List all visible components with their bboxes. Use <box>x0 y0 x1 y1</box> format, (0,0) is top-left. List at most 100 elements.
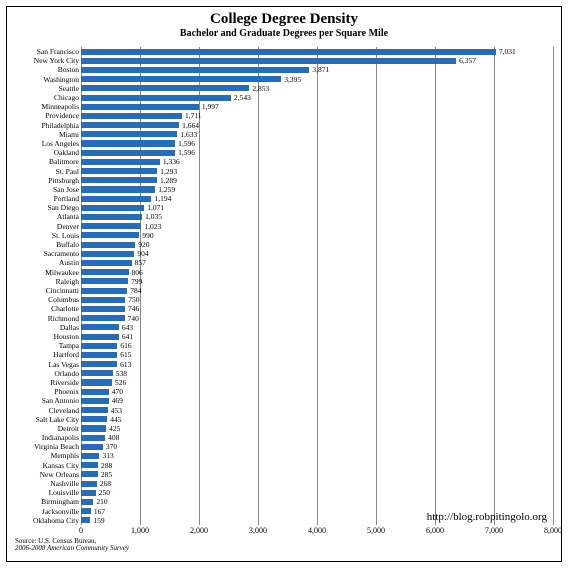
value-label: 740 <box>125 314 139 323</box>
bar <box>81 352 117 358</box>
value-label: 1,293 <box>157 167 177 176</box>
bar <box>81 76 281 82</box>
source-link[interactable]: http://blog.robpitingolo.org <box>427 511 547 523</box>
category-label: Portland <box>54 194 81 203</box>
value-label: 784 <box>127 286 141 295</box>
bar <box>81 398 109 404</box>
chart-frame: College Degree Density Bachelor and Grad… <box>6 6 562 562</box>
bar-row: Tampa616 <box>81 341 553 350</box>
value-label: 920 <box>135 240 149 249</box>
value-label: 167 <box>91 507 105 516</box>
bar <box>81 370 113 376</box>
value-label: 250 <box>96 488 110 497</box>
bar-row: Portland1,194 <box>81 194 553 203</box>
category-label: Salt Lake City <box>36 415 81 424</box>
category-label: Philadelphia <box>42 121 82 130</box>
bar <box>81 205 144 211</box>
source-text: Source: U.S. Census Bureau, 2006-2008 Am… <box>15 538 129 553</box>
value-label: 1,596 <box>175 139 195 148</box>
plot-area: 01,0002,0003,0004,0005,0006,0007,0008,00… <box>81 47 553 525</box>
bar <box>81 481 97 487</box>
value-label: 268 <box>97 479 111 488</box>
bar <box>81 177 157 183</box>
bar-row: Boston3,871 <box>81 65 553 74</box>
bar-row: Memphis313 <box>81 451 553 460</box>
bar <box>81 407 108 413</box>
bar-row: Minneapolis1,997 <box>81 102 553 111</box>
category-label: Charlotte <box>51 304 81 313</box>
bar-row: Buffalo920 <box>81 240 553 249</box>
bar <box>81 168 157 174</box>
value-label: 445 <box>107 415 121 424</box>
category-label: Cleveland <box>49 406 81 415</box>
bar <box>81 462 98 468</box>
bar <box>81 324 119 330</box>
bar-row: New York City6,357 <box>81 56 553 65</box>
bar <box>81 269 129 275</box>
chart-subtitle: Bachelor and Graduate Degrees per Square… <box>7 28 561 39</box>
bar <box>81 453 99 459</box>
bar <box>81 389 109 395</box>
bar-row: St. Louis990 <box>81 231 553 240</box>
value-label: 453 <box>108 406 122 415</box>
category-label: Memphis <box>51 451 81 460</box>
x-tick-label: 5,000 <box>367 525 385 535</box>
category-label: Balitmore <box>49 157 81 166</box>
bar-row: Richmond740 <box>81 314 553 323</box>
value-label: 990 <box>139 231 153 240</box>
value-label: 370 <box>103 442 117 451</box>
category-label: Austin <box>59 258 81 267</box>
bar <box>81 435 105 441</box>
bar-row: Riverside526 <box>81 378 553 387</box>
source-line2: 2006-2008 American Community Survey <box>15 544 129 552</box>
x-tick-label: 7,000 <box>485 525 503 535</box>
category-label: Detroit <box>58 424 81 433</box>
category-label: Jacksonville <box>42 507 81 516</box>
value-label: 538 <box>113 369 127 378</box>
category-label: Seattle <box>59 84 81 93</box>
bar-row: Seattle2,853 <box>81 84 553 93</box>
bar-row: Indianapolis408 <box>81 433 553 442</box>
category-label: Raleigh <box>56 277 81 286</box>
value-label: 746 <box>125 304 139 313</box>
x-tick-label: 6,000 <box>426 525 444 535</box>
value-label: 613 <box>117 360 131 369</box>
bar <box>81 58 456 64</box>
value-label: 857 <box>132 258 146 267</box>
category-label: Tampa <box>59 341 81 350</box>
value-label: 904 <box>134 249 148 258</box>
value-label: 1,289 <box>157 176 177 185</box>
category-label: Los Angeles <box>42 139 81 148</box>
value-label: 750 <box>125 295 139 304</box>
bar-row: Birmingham210 <box>81 497 553 506</box>
bar <box>81 242 135 248</box>
bar <box>81 67 309 73</box>
value-label: 1,023 <box>141 222 161 231</box>
bar-row: Sacramento904 <box>81 249 553 258</box>
bar-row: Nashville268 <box>81 479 553 488</box>
value-label: 806 <box>129 268 143 277</box>
bar <box>81 444 103 450</box>
category-label: Atlanta <box>57 212 81 221</box>
value-label: 1,071 <box>144 203 164 212</box>
value-label: 799 <box>128 277 142 286</box>
bar-row: San Jose1,259 <box>81 185 553 194</box>
bar-row: Kansas City288 <box>81 461 553 470</box>
bar <box>81 517 90 523</box>
bar <box>81 508 91 514</box>
value-label: 526 <box>112 378 126 387</box>
bar <box>81 499 93 505</box>
value-label: 469 <box>109 396 123 405</box>
bar-row: San Diego1,071 <box>81 203 553 212</box>
x-tick-label: 4,000 <box>308 525 326 535</box>
category-label: Dallas <box>60 323 81 332</box>
bar-row: Chicago2,543 <box>81 93 553 102</box>
bar-row: Philadelphia1,664 <box>81 121 553 130</box>
value-label: 470 <box>109 387 123 396</box>
category-label: Oklahoma City <box>33 516 81 525</box>
bar-row: Raleigh799 <box>81 277 553 286</box>
bar-row: San Antonio469 <box>81 396 553 405</box>
bar-row: Dallas643 <box>81 323 553 332</box>
bar <box>81 232 139 238</box>
bar <box>81 223 141 229</box>
